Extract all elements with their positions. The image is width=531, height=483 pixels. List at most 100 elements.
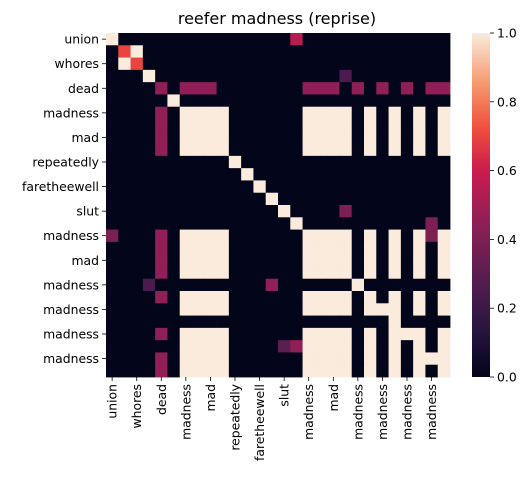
heatmap-cell (400, 266, 414, 280)
x-tick-label: madness (375, 384, 390, 440)
heatmap-cell (339, 45, 353, 58)
heatmap-cell (228, 94, 242, 108)
heatmap-cell (327, 69, 340, 83)
heatmap-cell (130, 45, 144, 58)
heatmap-cell (204, 192, 217, 206)
heatmap-cell (179, 168, 193, 181)
heatmap-cell (228, 205, 242, 218)
heatmap-cell (130, 131, 144, 144)
heatmap-cell (425, 205, 439, 218)
heatmap-cell (364, 131, 377, 144)
heatmap-cell (376, 217, 389, 230)
x-tick-label: mad (326, 384, 341, 412)
heatmap-cell (413, 82, 426, 95)
heatmap-cell (400, 229, 414, 243)
heatmap-cell (241, 303, 254, 316)
heatmap-cell (253, 168, 267, 181)
heatmap-cell (327, 94, 340, 108)
heatmap-cell (376, 192, 389, 206)
heatmap-cell (425, 303, 439, 316)
x-axis: union whores dead madness mad repeatedly faret… (105, 377, 439, 461)
heatmap-cell (290, 352, 303, 366)
y-tick-label: madness (43, 105, 99, 120)
heatmap-cell (179, 119, 193, 132)
heatmap-cell (253, 352, 267, 366)
heatmap-cell (155, 82, 168, 95)
heatmap-cell (364, 291, 377, 304)
x-tick-label: madness (424, 384, 439, 440)
heatmap-cell (106, 131, 119, 144)
heatmap-cell (142, 217, 156, 230)
heatmap-cell (351, 168, 365, 181)
heatmap-cell (376, 180, 389, 194)
heatmap-cell (314, 45, 328, 58)
heatmap-cell (265, 340, 279, 353)
heatmap-cell (192, 94, 205, 108)
heatmap-cell (142, 82, 156, 95)
heatmap-cell (142, 340, 156, 353)
y-tick-label: faretheewell (22, 179, 99, 194)
heatmap-cell (118, 168, 131, 181)
heatmap-cell (253, 364, 267, 378)
heatmap-cell (425, 155, 439, 169)
heatmap-cell (400, 82, 414, 95)
heatmap-cell (364, 364, 377, 378)
colorbar (472, 33, 490, 377)
heatmap-cell (216, 168, 230, 181)
heatmap-cell (241, 229, 254, 243)
heatmap-cell (351, 33, 365, 46)
heatmap-cell (314, 131, 328, 144)
heatmap-cell (437, 69, 451, 83)
heatmap-cell (351, 364, 365, 378)
heatmap-cell (278, 57, 291, 71)
heatmap-cell (228, 131, 242, 144)
heatmap-cell (265, 168, 279, 181)
heatmap-cell (241, 94, 254, 108)
heatmap-cell (327, 33, 340, 46)
heatmap-cell (130, 106, 144, 120)
heatmap-cell (142, 155, 156, 169)
heatmap-cell (155, 266, 168, 280)
heatmap-cell (400, 340, 414, 353)
heatmap-cell (179, 278, 193, 292)
heatmap-cell (204, 352, 217, 366)
heatmap-cell (413, 229, 426, 243)
heatmap-cell (216, 69, 230, 83)
heatmap-cell (216, 205, 230, 218)
heatmap-cell (265, 57, 279, 71)
heatmap-cell (351, 229, 365, 243)
heatmap-cell (437, 33, 451, 46)
heatmap-cell (265, 229, 279, 243)
heatmap-cell (253, 205, 267, 218)
heatmap-cell (179, 315, 193, 329)
heatmap-cell (142, 327, 156, 341)
y-tick-label: madness (43, 351, 99, 366)
heatmap-cell (339, 131, 353, 144)
heatmap-cell (437, 241, 451, 255)
heatmap-cell (253, 229, 267, 243)
heatmap-cell (437, 254, 451, 267)
heatmap-cell (413, 327, 426, 341)
heatmap-cell (228, 340, 242, 353)
heatmap-cell (216, 303, 230, 316)
heatmap-cell (314, 155, 328, 169)
heatmap-cell (204, 57, 217, 71)
heatmap-cell (278, 266, 291, 280)
heatmap-cell (106, 352, 119, 366)
heatmap-cell (376, 291, 389, 304)
heatmap-cell (327, 291, 340, 304)
heatmap-cell (228, 254, 242, 267)
heatmap-cell (253, 45, 267, 58)
heatmap-cell (142, 168, 156, 181)
heatmap-cell (192, 45, 205, 58)
heatmap-cell (216, 45, 230, 58)
heatmap-cell (155, 33, 168, 46)
x-tick-label: faretheewell (252, 384, 267, 461)
heatmap-cell (413, 254, 426, 267)
heatmap-cell (241, 205, 254, 218)
heatmap-cell (376, 131, 389, 144)
heatmap-cell (179, 229, 193, 243)
heatmap-cell (265, 45, 279, 58)
heatmap-cell (437, 192, 451, 206)
